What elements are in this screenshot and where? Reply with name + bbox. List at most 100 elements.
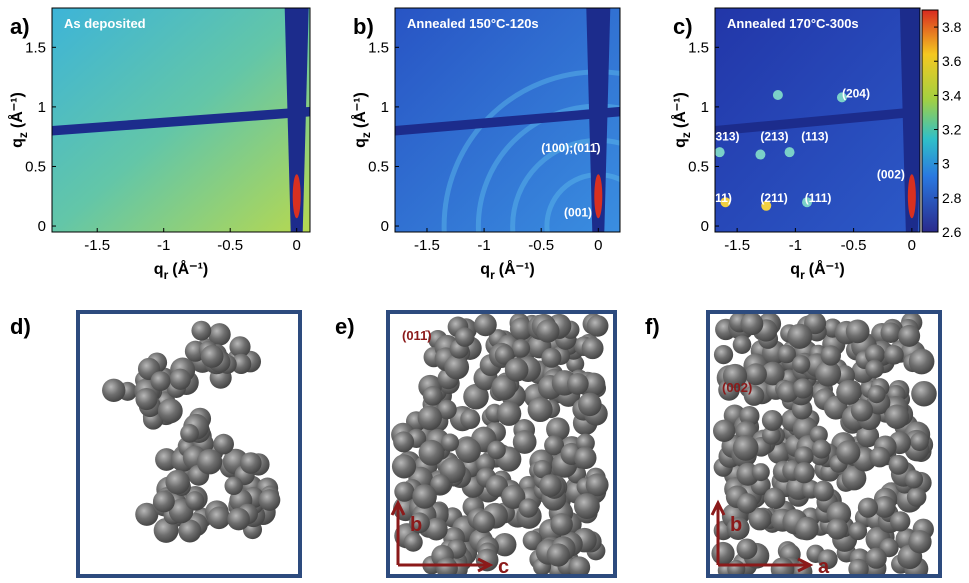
atom [711, 542, 734, 565]
atom [165, 470, 190, 495]
atom [153, 491, 175, 513]
atom [158, 398, 183, 423]
atom [513, 430, 537, 454]
symbol: q [154, 261, 164, 278]
molecules [391, 313, 608, 578]
axis-label: b [410, 514, 422, 536]
atom [795, 517, 819, 541]
figure: As depositeda)-1.5-1-0.5000.511.5qr(Å⁻¹)… [0, 0, 969, 578]
atom [813, 481, 834, 502]
panel-label: b) [353, 14, 374, 39]
atom [519, 498, 538, 517]
atom [444, 355, 469, 380]
atom [762, 410, 783, 431]
unit: (Å⁻¹) [350, 92, 369, 128]
unit: (Å⁻¹) [499, 259, 535, 278]
body: As depositeda)-1.5-1-0.5000.511.5qr(Å⁻¹)… [0, 0, 969, 583]
unit: (Å⁻¹) [809, 259, 845, 278]
atom [905, 470, 923, 488]
atom [394, 482, 414, 502]
atom [392, 454, 416, 478]
y-tick-label: 0 [381, 218, 389, 235]
atom [512, 339, 531, 358]
atom [908, 530, 931, 553]
panel-label: f) [645, 314, 660, 339]
x-tick-label: -1.5 [84, 237, 110, 254]
peak-label: (001) [564, 206, 592, 220]
peak-label: (211) [760, 191, 787, 205]
atom [714, 345, 733, 364]
atom [505, 358, 529, 382]
spot [785, 147, 795, 157]
atom [787, 324, 812, 349]
plane-label: (002) [722, 380, 752, 395]
atom [889, 455, 909, 475]
atom [536, 319, 559, 342]
atom [764, 488, 785, 509]
unit: (Å⁻¹) [670, 92, 689, 128]
atom [898, 325, 920, 347]
peak-label: (313) [712, 129, 740, 143]
colorbar-tick-label: 3.2 [942, 122, 962, 138]
atom [487, 441, 506, 460]
atom [393, 431, 414, 452]
colorbar-tick-label: 3.6 [942, 53, 962, 69]
atom [793, 462, 814, 483]
y-tick-label: 1 [381, 99, 389, 116]
heatmap [0, 0, 337, 232]
symbol: q [9, 138, 26, 148]
atom [713, 420, 735, 442]
atom [474, 314, 497, 337]
unit: (Å⁻¹) [7, 92, 26, 128]
x-tick-label: -1 [477, 237, 490, 254]
atom [793, 378, 813, 398]
atom [737, 493, 757, 513]
atom [737, 538, 758, 559]
atom [473, 511, 495, 533]
atom [419, 440, 445, 466]
subscript: r [164, 268, 169, 282]
y-tick-label: 1.5 [368, 39, 389, 56]
atom [574, 447, 596, 469]
atom [201, 345, 224, 368]
plane-label: (011̄) [402, 328, 432, 343]
peak-label: (311) [705, 191, 732, 205]
axis-label: a [818, 556, 830, 578]
atom [858, 498, 878, 518]
atom [224, 477, 242, 495]
panel-label: a) [10, 14, 30, 39]
specular [908, 174, 916, 218]
molecules [102, 321, 280, 543]
peak-label: (213) [760, 129, 788, 143]
x-tick-label: 0 [908, 237, 916, 254]
colorbar-tick-label: 2.8 [942, 190, 962, 206]
specular [594, 174, 602, 218]
y-tick-label: 0.5 [688, 158, 709, 175]
atom [170, 369, 191, 390]
colorbar-tick-label: 2.6 [942, 224, 962, 240]
atom [869, 447, 890, 468]
atom [539, 474, 562, 497]
spot [715, 147, 725, 157]
colorbar-tick-label: 3.4 [942, 87, 962, 103]
colorbar-tick-label: 3.8 [942, 19, 962, 35]
atom [586, 473, 609, 496]
peak-label: (002) [877, 167, 905, 181]
atom [185, 491, 204, 510]
axis-label: c [498, 556, 509, 578]
x-tick-label: -0.5 [841, 237, 867, 254]
atom [567, 373, 589, 395]
atom [907, 487, 927, 507]
atom [792, 355, 810, 373]
panel-title: Annealed 170°C-300s [727, 16, 859, 31]
peak-label: (204) [842, 86, 870, 100]
y-axis-label: qz(Å⁻¹) [670, 92, 693, 148]
atom [455, 327, 474, 346]
atom [259, 489, 281, 511]
atom [197, 449, 222, 474]
x-axis-label: qr(Å⁻¹) [154, 259, 208, 282]
atom [884, 345, 904, 365]
x-tick-label: 0 [594, 237, 602, 254]
atom [191, 321, 211, 341]
symbol: q [790, 261, 800, 278]
